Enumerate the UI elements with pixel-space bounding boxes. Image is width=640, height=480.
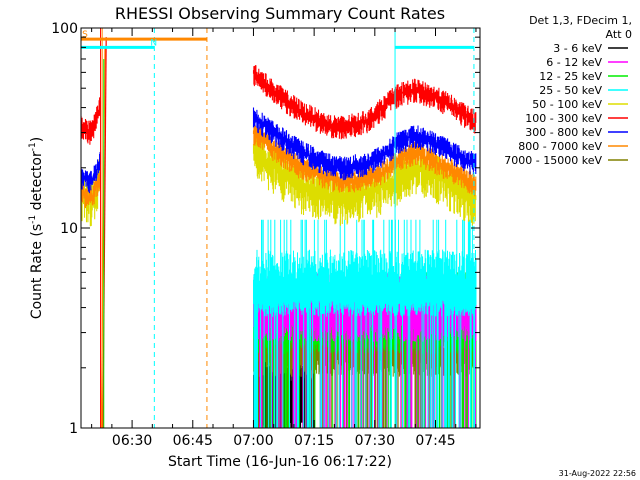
legend-item-label: 12 - 25 keV: [539, 70, 602, 83]
state-bar-label-S: S: [82, 30, 88, 40]
series-800-7000keV: [80, 125, 477, 209]
x-axis-label: Start Time (16-Jun-16 06:17:22): [168, 454, 392, 470]
legend-item-label: 50 - 100 keV: [532, 98, 602, 111]
x-tick-label: 07:45: [415, 433, 455, 449]
y-axis-label-part3: ): [29, 137, 45, 142]
series-25-50keV-noise: [253, 219, 477, 428]
legend-item-label: 800 - 7000 keV: [518, 140, 602, 153]
legend-item-label: 100 - 300 keV: [525, 112, 602, 125]
y-axis-label-sup1: -1: [28, 215, 38, 224]
y-tick-label: 10: [60, 221, 78, 237]
x-tick-label: 06:30: [112, 433, 152, 449]
series-line: [253, 219, 477, 428]
x-tick-label: 06:45: [173, 433, 213, 449]
footer-timestamp: 31-Aug-2022 22:56: [559, 469, 636, 478]
x-tick-label: 07:30: [355, 433, 395, 449]
legend-header-line-1: Det 1,3, FDecim 1,: [529, 14, 632, 27]
series-100-300keV: [80, 65, 477, 145]
y-tick-label: 1: [69, 421, 78, 437]
legend-item-label: 25 - 50 keV: [539, 84, 602, 97]
chart-title: RHESSI Observing Summary Count Rates: [115, 4, 445, 23]
y-axis-label: Count Rate (s-1 detector-1): [28, 137, 45, 319]
x-tick-label: 07:15: [294, 433, 334, 449]
y-axis-label-sup2: -1: [28, 142, 38, 151]
axis-ticks: 06:30 06:45 07:00 07:15 07:30 07:45 1 10 100: [51, 21, 480, 449]
legend-item-label: 6 - 12 keV: [546, 56, 602, 69]
legend-item-label: 7000 - 15000 keV: [504, 154, 602, 167]
plot-content: SN: [80, 28, 477, 429]
y-axis-label-part2: detector: [29, 151, 45, 215]
y-axis-label-part1: Count Rate (s: [29, 224, 45, 319]
legend-item-label: 300 - 800 keV: [525, 126, 602, 139]
series-line: [252, 107, 477, 181]
x-tick-label: 07:00: [233, 433, 273, 449]
legend-header-line-2: Att 0: [606, 28, 632, 41]
state-bar-label-N: N: [150, 38, 157, 48]
legend-item-label: 3 - 6 keV: [553, 42, 602, 55]
series-line: [252, 65, 477, 140]
y-tick-label: 100: [51, 21, 78, 37]
